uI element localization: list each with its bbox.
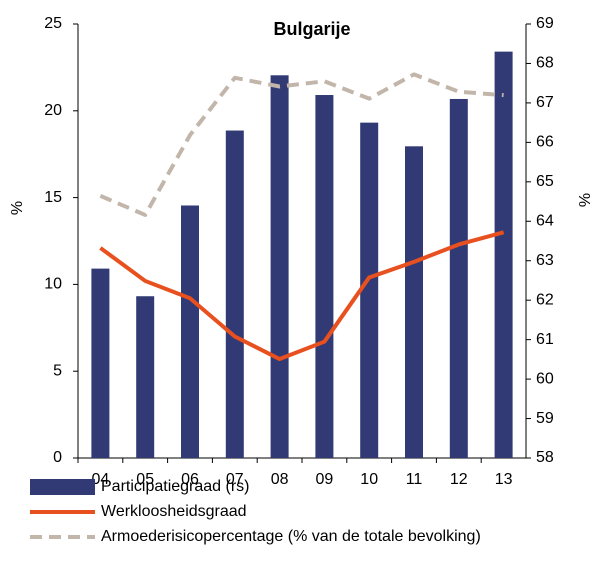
bar bbox=[91, 268, 110, 458]
x-tick-label: 09 bbox=[316, 471, 334, 488]
bar bbox=[494, 51, 513, 458]
x-tick-label: 05 bbox=[136, 471, 154, 488]
y2-tick-label: 66 bbox=[536, 134, 554, 151]
y2-tick-label: 61 bbox=[536, 331, 554, 348]
y-axis-label: % bbox=[9, 201, 26, 215]
chart-title: Bulgarije bbox=[273, 19, 350, 39]
bar bbox=[405, 146, 423, 459]
y2-tick-label: 65 bbox=[536, 173, 554, 190]
y-tick-label: 20 bbox=[44, 102, 62, 119]
y-tick-label: 25 bbox=[44, 15, 62, 32]
y2-tick-label: 69 bbox=[536, 15, 554, 32]
x-tick-label: 11 bbox=[406, 471, 423, 488]
y2-axis-label: % bbox=[577, 193, 594, 207]
y2-tick-label: 67 bbox=[536, 94, 554, 111]
y-tick-label: 10 bbox=[44, 276, 62, 293]
x-tick-label: 08 bbox=[271, 471, 289, 488]
y2-tick-label: 60 bbox=[536, 370, 554, 387]
bar bbox=[181, 205, 199, 458]
y2-tick-label: 63 bbox=[536, 252, 554, 269]
legend-label: Armoederisicopercentage (% van de totale… bbox=[101, 528, 481, 545]
y2-tick-label: 64 bbox=[536, 212, 554, 229]
bar bbox=[136, 296, 155, 458]
y-tick-label: 5 bbox=[53, 362, 62, 379]
y-tick-label: 0 bbox=[53, 449, 62, 466]
dashed-line bbox=[99, 72, 504, 217]
bar bbox=[315, 95, 334, 458]
x-tick-label: 04 bbox=[92, 471, 110, 488]
x-tick-label: 07 bbox=[226, 471, 244, 488]
bar bbox=[449, 98, 468, 459]
y2-tick-label: 59 bbox=[536, 410, 554, 427]
legend-label: Werkloosheidsgraad bbox=[101, 503, 247, 520]
x-tick-label: 12 bbox=[450, 471, 468, 488]
y2-tick-label: 68 bbox=[536, 55, 554, 72]
bar bbox=[225, 130, 244, 458]
x-tick-label: 10 bbox=[360, 471, 378, 488]
y-tick-label: 15 bbox=[44, 189, 62, 206]
line bbox=[99, 230, 505, 362]
y2-tick-label: 62 bbox=[536, 291, 554, 308]
x-tick-label: 13 bbox=[495, 471, 513, 488]
legend-swatch bbox=[30, 479, 95, 495]
bar bbox=[270, 75, 289, 459]
y2-tick-label: 58 bbox=[536, 449, 554, 466]
bar bbox=[360, 122, 379, 459]
x-tick-label: 06 bbox=[181, 471, 199, 488]
legend-label: Participatiegraad (rs) bbox=[101, 478, 250, 495]
